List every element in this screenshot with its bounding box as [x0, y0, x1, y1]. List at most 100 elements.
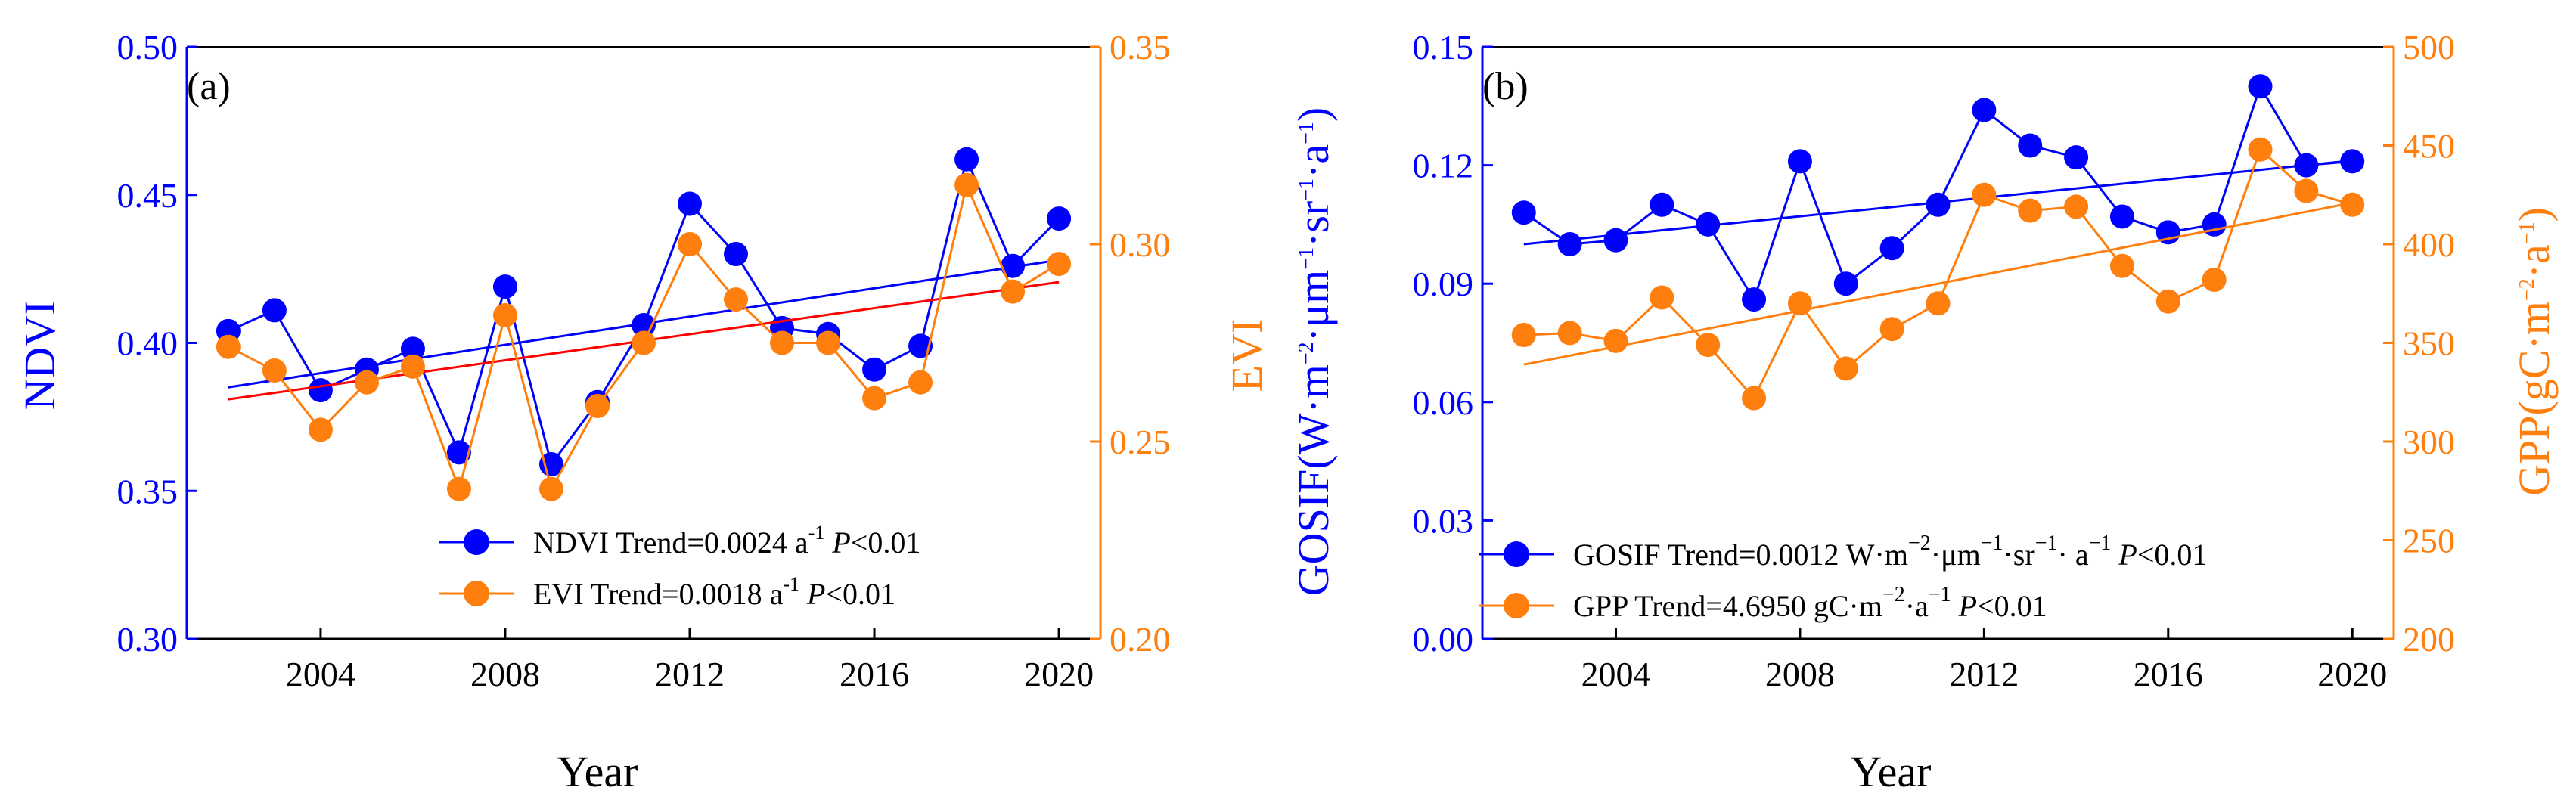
left-tick-label: 0.15 [1413, 28, 1474, 67]
gosif-point [1833, 271, 1858, 296]
right-tick-label: 0.30 [1110, 225, 1171, 264]
ndvi-point [262, 298, 287, 323]
x-tick-label: 2016 [2134, 655, 2203, 693]
evi-point [632, 330, 656, 355]
gosif-point [2109, 204, 2134, 229]
ndvi-point [724, 242, 749, 267]
right-tick-label: 200 [2403, 620, 2455, 659]
gpp-point [1972, 182, 1997, 207]
gosif-point [2248, 74, 2273, 99]
legend-gosif-text: GOSIF Trend=0.0012 W·m−2·μm−1·sr−1· a−1 … [1573, 532, 2207, 572]
evi-point [908, 370, 933, 395]
gpp-point [1696, 333, 1721, 358]
evi-point [816, 330, 841, 355]
gpp-point [2109, 253, 2134, 278]
x-tick-label: 2020 [1024, 655, 1094, 693]
ndvi-point [492, 274, 517, 299]
ndvi-point [678, 191, 703, 216]
ndvi-series-line [228, 156, 1060, 467]
legend-gosif-marker [1504, 541, 1529, 567]
evi-point [585, 394, 610, 419]
gpp-point [1926, 291, 1951, 316]
panel-b-left-axis-label: GOSIF(W·m−2·μm−1·sr−1·a−1) [1289, 107, 1338, 596]
gosif-point [1511, 200, 1536, 225]
gosif-point [1742, 287, 1767, 312]
gpp-series-line [1523, 147, 2353, 401]
gpp-point [2155, 289, 2180, 314]
evi-point [400, 354, 425, 379]
panel-b-x-axis-label: Year [1851, 747, 1932, 796]
left-tick-label: 0.40 [117, 324, 178, 363]
gpp-point [2064, 194, 2089, 219]
gosif-point [1926, 192, 1951, 217]
gosif-point [1557, 232, 1582, 256]
evi-point [1001, 279, 1026, 304]
x-tick-label: 2016 [840, 655, 909, 693]
panel-b-legend: GOSIF Trend=0.0012 W·m−2·μm−1·sr−1· a−1 … [1479, 532, 2207, 623]
left-tick-label: 0.03 [1413, 501, 1474, 540]
gpp-point [1557, 321, 1582, 346]
legend-evi-marker [464, 581, 489, 606]
ndvi-point [862, 357, 887, 382]
evi-point [678, 232, 703, 256]
panel-a-left-axis-label: NDVI [15, 301, 64, 411]
ndvi-point [446, 440, 471, 465]
gpp-point [1650, 285, 1674, 310]
left-tick-label: 0.09 [1413, 265, 1474, 303]
ndvi-point [308, 378, 333, 403]
x-tick-label: 2012 [655, 655, 725, 693]
legend-ndvi-text: NDVI Trend=0.0024 a-1 P<0.01 [533, 522, 920, 560]
gpp-point [2294, 178, 2319, 203]
ndvi-point [1001, 253, 1026, 278]
evi-point [954, 172, 979, 197]
left-tick-label: 0.50 [117, 28, 178, 67]
panel-b-label: (b) [1482, 65, 1529, 108]
panel-a-legend: NDVI Trend=0.0024 a-1 P<0.01 EVI Trend=0… [439, 522, 920, 611]
gosif-point [1972, 98, 1997, 122]
x-tick-label: 2004 [1581, 655, 1650, 693]
ndvi-point [400, 336, 425, 361]
gpp-point [2340, 192, 2365, 217]
gosif-point [2294, 153, 2319, 178]
gpp-point [1833, 356, 1858, 381]
evi-point [446, 476, 471, 501]
evi-point [770, 330, 795, 355]
left-tick-label: 0.35 [117, 472, 178, 510]
gosif-point [1603, 228, 1628, 253]
gpp-point [1879, 317, 1904, 342]
gosif-point [2018, 133, 2043, 158]
right-tick-label: 0.25 [1110, 423, 1171, 461]
panel-a-x-axis-label: Year [557, 747, 638, 796]
gpp-point [1511, 323, 1536, 348]
x-tick-label: 2008 [1765, 655, 1835, 693]
right-tick-label: 500 [2403, 28, 2455, 67]
left-tick-label: 0.00 [1413, 620, 1474, 659]
gpp-point [1787, 291, 1812, 316]
evi-point [216, 334, 241, 359]
evi-point [538, 476, 563, 501]
x-tick-label: 2004 [286, 655, 355, 693]
gpp-point [2018, 198, 2043, 223]
legend-ndvi-marker [464, 529, 489, 555]
gosif-point [1787, 149, 1812, 174]
right-tick-label: 0.35 [1110, 28, 1171, 67]
evi-point [724, 287, 749, 312]
right-tick-label: 250 [2403, 522, 2455, 560]
right-tick-label: 450 [2403, 127, 2455, 166]
legend-gpp-text: GPP Trend=4.6950 gC·m−2·a−1 P<0.01 [1573, 583, 2047, 623]
gpp-point [2202, 267, 2227, 292]
x-tick-label: 2012 [1949, 655, 2019, 693]
legend-gpp-marker [1504, 593, 1529, 618]
right-tick-label: 0.20 [1110, 620, 1171, 659]
evi-point [862, 386, 887, 411]
panel-a-label: (a) [187, 65, 231, 108]
right-tick-label: 400 [2403, 225, 2455, 264]
gosif-point [1696, 212, 1721, 237]
x-tick-label: 2008 [470, 655, 540, 693]
panel-b-right-axis-label: GPP(gC·m−2·a−1) [2509, 207, 2559, 496]
gosif-point [1650, 192, 1674, 217]
right-tick-label: 350 [2403, 324, 2455, 363]
gpp-point [2248, 137, 2273, 162]
evi-point [354, 370, 379, 395]
panel-a-right-axis-label: EVI [1222, 319, 1271, 392]
